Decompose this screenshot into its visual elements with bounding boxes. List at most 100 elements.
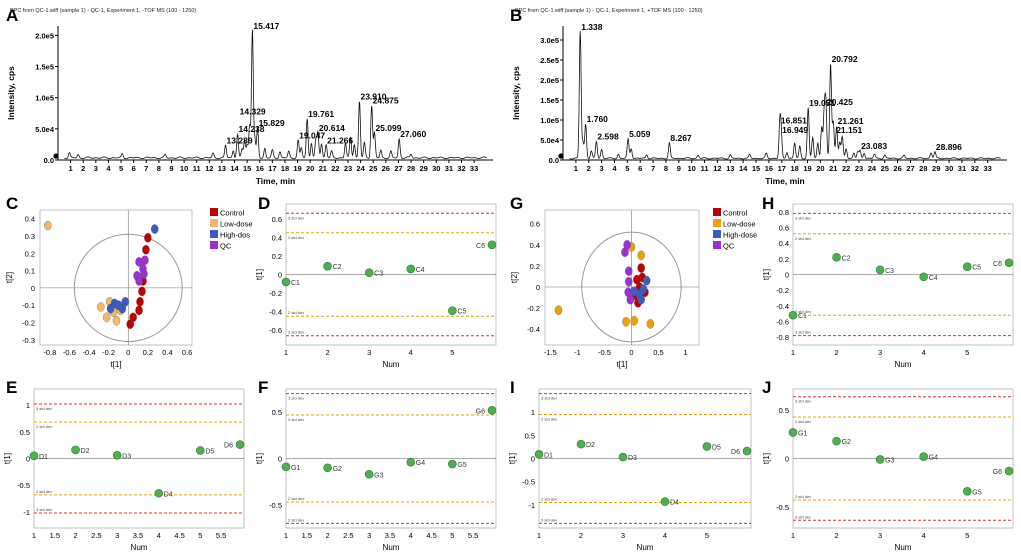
panel-label-j: J	[762, 378, 772, 397]
score-point	[622, 317, 630, 327]
qc-sample-label: D4	[670, 500, 679, 507]
x-tick-label: 1	[791, 531, 795, 540]
y-tick-label: 2.5e5	[540, 56, 559, 65]
x-tick-label: 3	[367, 531, 371, 540]
control-limit-label: 3 std dev	[795, 215, 811, 220]
legend-swatch	[713, 219, 721, 227]
x-tick-label: 25	[881, 164, 889, 173]
x-axis-label: Num	[131, 543, 148, 552]
y-tick-label: 0	[26, 455, 30, 464]
x-tick-label: 4	[922, 348, 926, 357]
x-axis-label: Num	[895, 360, 912, 369]
qc-sample-point	[618, 452, 628, 462]
qc-sample-label: G1	[798, 430, 807, 437]
qc-sample-point	[487, 406, 497, 415]
x-axis-label: t[1]	[110, 360, 121, 369]
qc-sample-label: G6	[993, 469, 1002, 476]
y-tick-label: -0.5	[269, 501, 282, 510]
qc-sample-point	[323, 463, 332, 473]
qc-sample-point	[29, 451, 39, 461]
y-axis-label: t[1]	[762, 453, 771, 464]
score-point	[97, 302, 105, 312]
qc-sample-label: C4	[929, 275, 938, 282]
x-tick-label: 11	[701, 164, 709, 173]
qc-sample-point	[323, 261, 332, 271]
x-tick-label: 19	[293, 164, 301, 173]
qc-sample-label: C4	[416, 267, 425, 274]
peak-label: 19.761	[308, 109, 334, 119]
peak-label: 14.329	[240, 107, 266, 117]
y-tick-label: 0.4	[530, 241, 540, 250]
y-tick-label: 0.5	[779, 406, 789, 415]
qc-sample-point	[406, 457, 416, 467]
qc-sample-point	[196, 446, 205, 455]
y-tick-label: 0.2	[25, 249, 35, 258]
legend-label: Control	[220, 209, 245, 218]
x-tick-label: 33	[984, 164, 992, 173]
x-tick-label: 0.4	[162, 348, 172, 357]
y-tick-label: 0	[278, 455, 282, 464]
x-tick-label: 10	[688, 164, 696, 173]
x-tick-label: 4	[922, 531, 926, 540]
qc-trend-plot-h: 3 std dev 2 std dev 2 std dev 3 std dev 1 2 3 4…	[762, 203, 1014, 369]
x-tick-label: 27	[394, 164, 402, 173]
control-limit-label: 3 std dev	[795, 330, 811, 335]
x-tick-label: 5	[198, 531, 202, 540]
control-limit-label: 3 std dev	[36, 406, 52, 411]
score-point	[140, 269, 148, 279]
control-limit-label: 3 std dev	[795, 399, 811, 404]
x-tick-label: 3	[367, 348, 371, 357]
qc-sample-point	[1004, 466, 1014, 476]
y-tick-label: -0.2	[269, 289, 282, 298]
x-tick-label: 21	[829, 164, 837, 173]
x-tick-label: 1	[284, 348, 288, 357]
y-axis-label: t[2]	[5, 272, 14, 283]
qc-sample-label: D4	[164, 491, 173, 498]
panel-label-d: D	[258, 194, 271, 213]
qc-sample-point	[832, 252, 841, 262]
y-tick-label: 0.0	[44, 156, 54, 165]
y-tick-label: 1	[531, 408, 535, 417]
x-tick-label: 1.5	[50, 531, 60, 540]
x-tick-label: 4.5	[174, 531, 184, 540]
qc-sample-point	[788, 428, 798, 437]
y-tick-label: 0.6	[272, 215, 282, 224]
x-tick-label: 3	[600, 164, 604, 173]
x-tick-label: 2	[73, 531, 77, 540]
x-tick-label: 5	[705, 531, 709, 540]
x-tick-label: 21	[319, 164, 327, 173]
x-tick-label: 1	[284, 531, 288, 540]
peak-label: 20.614	[319, 123, 345, 133]
peak-label: 27.060	[400, 129, 426, 139]
x-tick-label: 8	[157, 164, 161, 173]
x-tick-label: 1	[32, 531, 36, 540]
qc-sample-label: D1	[39, 454, 48, 461]
y-tick-label: -0.2	[776, 286, 789, 295]
qc-sample-point	[660, 497, 670, 506]
score-point	[44, 220, 52, 231]
x-tick-label: 25	[369, 164, 377, 173]
x-tick-label: 28	[407, 164, 415, 173]
x-tick-label: 4	[157, 531, 161, 540]
chart-title: BPC from QC-1.wiff (sample 1) - QC-1, Ex…	[10, 8, 196, 14]
y-tick-label: 0	[31, 284, 35, 293]
x-tick-label: 2.5	[91, 531, 101, 540]
qc-sample-point	[832, 436, 841, 446]
legend-label: High-dos	[220, 231, 250, 240]
x-tick-label: -0.2	[102, 348, 115, 357]
qc-sample-point	[281, 462, 291, 472]
y-tick-label: 0.3	[25, 232, 35, 241]
y-tick-label: 0.1	[25, 267, 35, 276]
qc-sample-label: C5	[457, 309, 466, 316]
qc-sample-point	[487, 240, 497, 250]
y-tick-label: -0.5	[776, 503, 789, 512]
qc-sample-point	[534, 450, 544, 459]
y-tick-label: 3.0e5	[540, 36, 559, 45]
x-tick-label: 1	[574, 164, 578, 173]
score-point	[630, 315, 638, 326]
x-tick-label: 20	[306, 164, 314, 173]
x-tick-label: -1	[574, 348, 581, 357]
x-tick-label: 5	[965, 348, 969, 357]
peak-label: 21.151	[836, 125, 862, 135]
x-tick-label: 15	[243, 164, 251, 173]
